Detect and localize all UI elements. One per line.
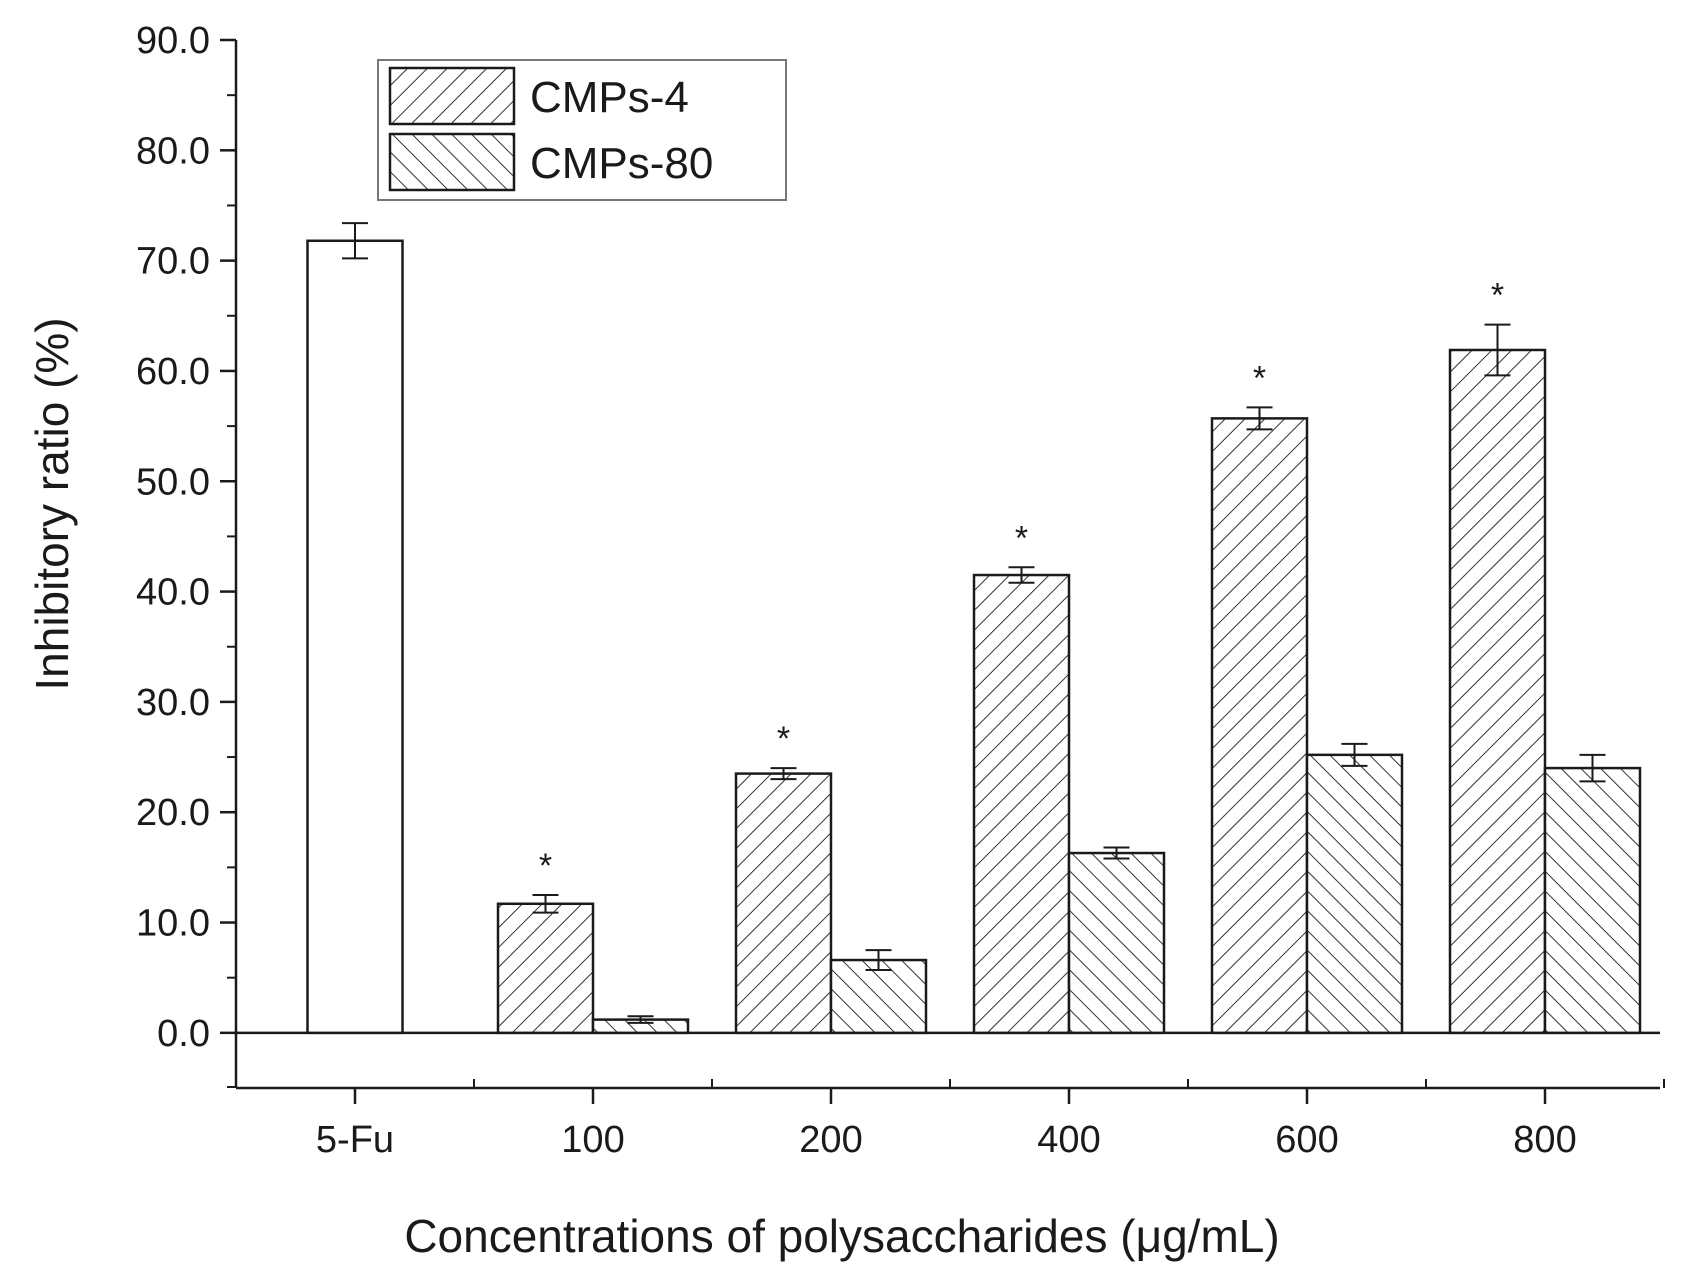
y-tick-label: 10.0: [136, 903, 210, 945]
x-tick-label: 400: [1037, 1119, 1100, 1161]
y-tick-label: 40.0: [136, 572, 210, 614]
significance-marker: *: [1253, 359, 1266, 397]
bar-cmps-80: [829, 958, 928, 1035]
x-tick-label: 5-Fu: [316, 1119, 394, 1161]
x-tick-label: 600: [1275, 1119, 1338, 1161]
y-tick-label: 70.0: [136, 241, 210, 283]
legend-swatch-cmps-80: [388, 132, 516, 192]
legend-label-cmps-80: CMPs-80: [530, 139, 713, 188]
y-tick-label: 20.0: [136, 792, 210, 834]
bar-cmps-80: [1067, 851, 1166, 1035]
x-axis-title: Concentrations of polysaccharides (μg/mL…: [404, 1210, 1279, 1262]
bar-control: [306, 239, 404, 1035]
y-tick-label: 30.0: [136, 682, 210, 724]
y-tick-label: 80.0: [136, 130, 210, 172]
legend-label-cmps-4: CMPs-4: [530, 73, 689, 122]
x-tick-label: 200: [799, 1119, 862, 1161]
x-tick-label: 800: [1513, 1119, 1576, 1161]
legend: CMPs-4 CMPs-80: [377, 59, 787, 201]
significance-marker: *: [777, 720, 790, 758]
y-axis-title: Inhibitory ratio (%): [26, 317, 78, 690]
bar-cmps-4: [496, 902, 595, 1035]
y-tick-label: 0.0: [157, 1013, 210, 1055]
bar-cmps-4: [734, 772, 833, 1035]
y-tick-label: 90.0: [136, 20, 210, 62]
bar-cmps-4: [1448, 348, 1547, 1035]
y-tick-label: 60.0: [136, 351, 210, 393]
legend-swatch-cmps-4: [388, 66, 516, 126]
bar-cmps-4: [972, 573, 1071, 1035]
significance-marker: *: [1491, 277, 1504, 315]
x-tick-label: 100: [561, 1119, 624, 1161]
bar-cmps-80: [1543, 766, 1642, 1035]
significance-marker: *: [1015, 519, 1028, 557]
bar-cmps-80: [1305, 753, 1404, 1035]
significance-marker: *: [539, 847, 552, 885]
bar-cmps-4: [1210, 417, 1309, 1035]
y-tick-label: 50.0: [136, 461, 210, 503]
